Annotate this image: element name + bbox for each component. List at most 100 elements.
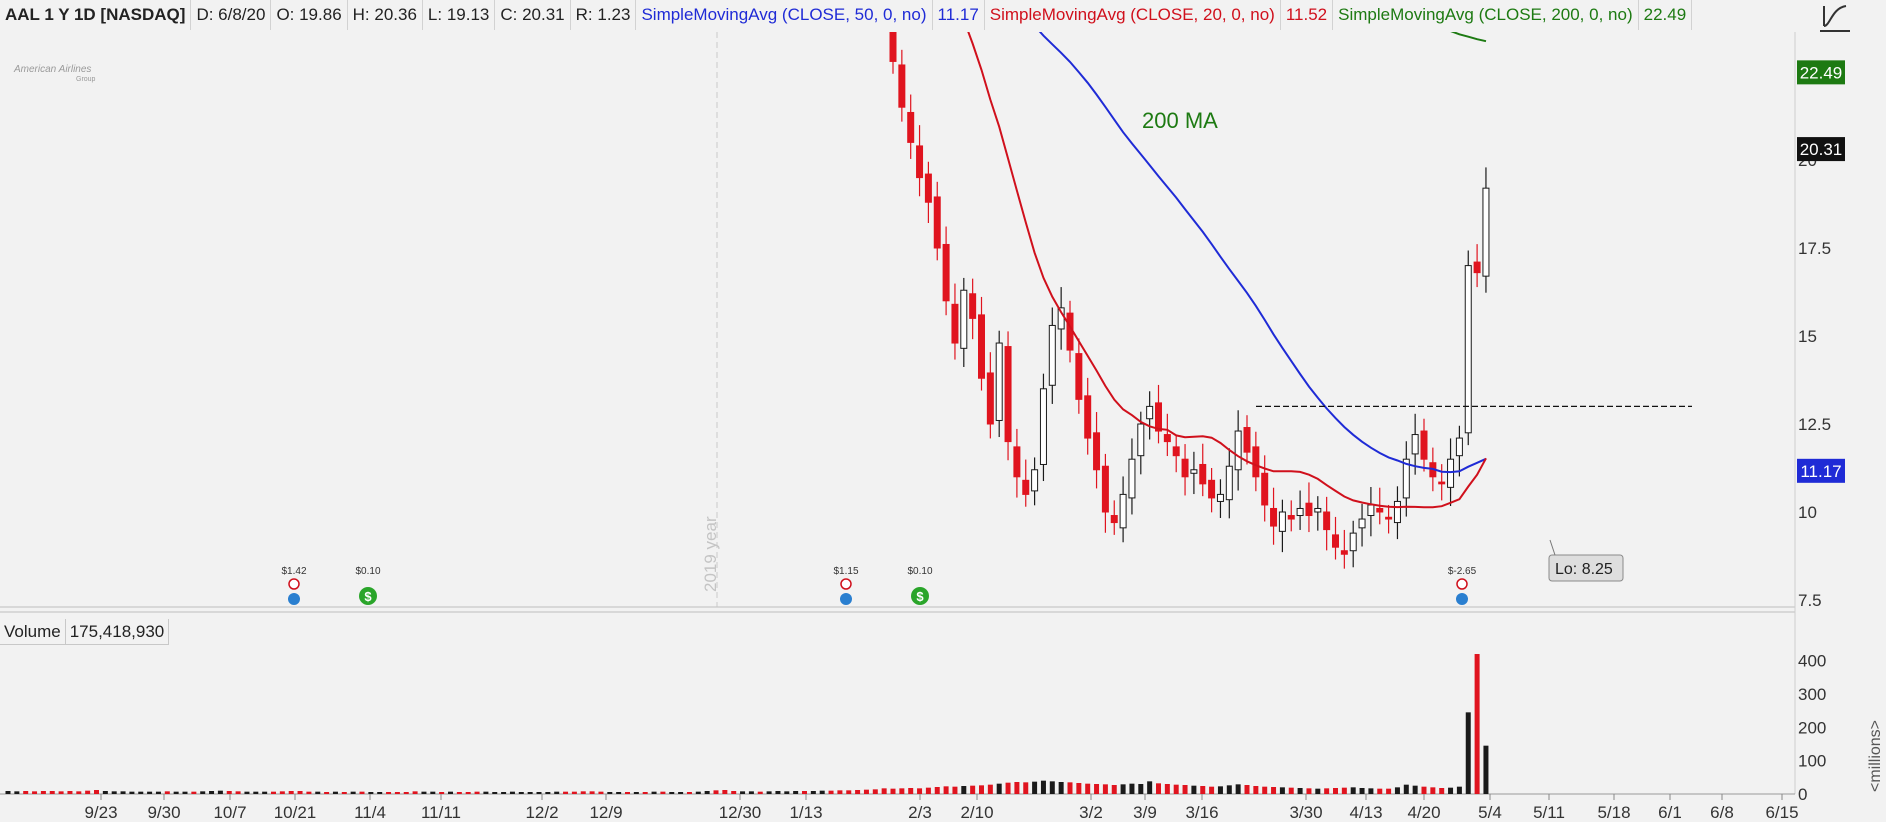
volume-bar [607, 792, 613, 794]
chart-header: AAL 1 Y 1D [NASDAQ] D: 6/8/20 O: 19.86 H… [0, 0, 1800, 30]
candle-body [986, 372, 994, 425]
earnings-bulb-icon [840, 593, 852, 605]
candle-body [1234, 430, 1242, 471]
candle-body [1039, 388, 1047, 465]
volume-bar [713, 790, 719, 794]
candle-body [1332, 534, 1339, 548]
candle-body [1190, 469, 1198, 474]
price-tick-label: 15 [1798, 327, 1817, 346]
dividend-amount: $1.42 [281, 566, 306, 577]
volume-bars [5, 654, 1489, 794]
candle-body [1163, 434, 1171, 443]
sma50-line [1038, 32, 1487, 474]
dividend-amount: $0.10 [907, 566, 932, 577]
candle-body [898, 64, 906, 108]
volume-bar [1403, 784, 1409, 794]
volume-bar [1182, 785, 1188, 794]
volume-bar [810, 791, 816, 794]
volume-bar [1005, 782, 1011, 794]
volume-tick-label: 300 [1798, 685, 1826, 704]
candle-body [1110, 515, 1118, 524]
volume-bar [925, 787, 931, 794]
x-tick-label: 3/2 [1079, 803, 1103, 822]
volume-bar [465, 792, 471, 794]
volume-bar [704, 791, 710, 794]
candle-body [889, 32, 897, 62]
volume-bar [757, 791, 763, 794]
candle-body [1119, 493, 1127, 529]
volume-bar [403, 792, 409, 794]
sma20-study-label[interactable]: SimpleMovingAvg (CLOSE, 20, 0, no) [985, 0, 1281, 30]
candle-body [1447, 458, 1455, 488]
candle-body [1376, 507, 1384, 513]
grid-layer [0, 32, 1796, 795]
volume-bar [120, 791, 126, 794]
volume-bar [589, 791, 595, 794]
chart-style-icon[interactable] [1820, 2, 1850, 32]
dividend-icon [359, 587, 377, 605]
volume-bar [217, 790, 223, 794]
volume-bar [1279, 787, 1285, 794]
volume-bar [14, 791, 20, 794]
candle-body [1216, 493, 1224, 502]
volume-bar [784, 791, 790, 794]
volume-bar [633, 792, 639, 794]
sma50-value: 11.17 [933, 0, 985, 30]
volume-bar [279, 791, 285, 794]
high-label: H: 20.36 [348, 0, 423, 30]
low-label: L: 19.13 [423, 0, 496, 30]
volume-bar [545, 792, 551, 794]
volume-bar [1271, 787, 1277, 794]
volume-bar [899, 788, 905, 794]
volume-bar [1147, 781, 1153, 794]
moving-average-lines [967, 32, 1487, 509]
volume-unit-label: <millions> [1867, 720, 1884, 792]
axis-layer: 7.51012.51517.52022.52527.53032.522.4920… [84, 60, 1884, 822]
sma200-study-label[interactable]: SimpleMovingAvg (CLOSE, 200, 0, no) [1333, 0, 1639, 30]
volume-bar [262, 791, 268, 794]
volume-bar [138, 791, 144, 794]
volume-bar [147, 791, 153, 794]
volume-bar [1209, 786, 1215, 794]
volume-bar [1474, 654, 1480, 794]
volume-bar [1200, 786, 1206, 794]
volume-bar [1465, 712, 1471, 794]
volume-bar [164, 791, 170, 794]
candlestick-series [889, 32, 1490, 569]
x-tick-label: 12/30 [719, 803, 762, 822]
symbol-label[interactable]: AAL 1 Y 1D [NASDAQ] [0, 0, 192, 30]
volume-bar [970, 785, 976, 794]
candle-body [933, 196, 941, 249]
price-volume-chart[interactable]: 2019 year 200 MA Lo: 8.25 American Airline… [0, 32, 1886, 822]
volume-bar [669, 792, 675, 794]
volume-bar [1262, 786, 1268, 794]
volume-bar [580, 791, 586, 794]
x-tick-label: 5/4 [1478, 803, 1502, 822]
x-tick-label: 3/9 [1133, 803, 1157, 822]
volume-bar [1333, 788, 1338, 794]
volume-bar [49, 791, 55, 794]
x-tick-label: 3/16 [1185, 803, 1218, 822]
volume-bar [439, 792, 445, 794]
candle-body [1367, 504, 1375, 517]
volume-tick-label: 200 [1798, 718, 1826, 737]
volume-bar [235, 791, 241, 794]
candle-body [1101, 465, 1109, 513]
volume-bar [1156, 783, 1161, 794]
low-label-box [1548, 554, 1624, 582]
volume-bar [872, 789, 878, 794]
candle-body [978, 314, 985, 379]
volume-bar [288, 791, 294, 794]
x-tick-label: 6/15 [1765, 803, 1798, 822]
volume-bar [766, 791, 772, 794]
candle-body [1181, 458, 1189, 478]
volume-bar [315, 791, 321, 794]
candle-body [924, 173, 932, 203]
dividend-icon [911, 587, 929, 605]
volume-bar [509, 791, 515, 794]
sma50-study-label[interactable]: SimpleMovingAvg (CLOSE, 50, 0, no) [636, 0, 933, 30]
volume-bar [155, 791, 161, 794]
x-tick-label: 6/8 [1710, 803, 1734, 822]
candle-body [1411, 434, 1419, 455]
volume-bar [350, 791, 356, 794]
